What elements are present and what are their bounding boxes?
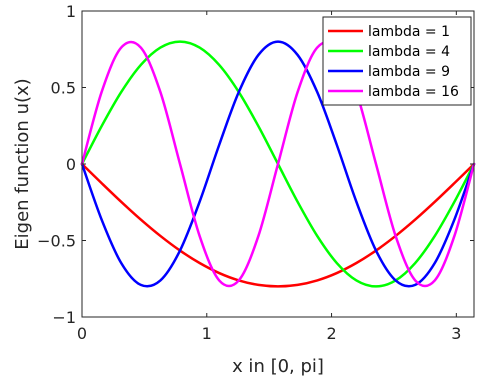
x-tick-label: 1 bbox=[202, 324, 212, 343]
series-line-4 bbox=[80, 40, 476, 288]
legend-label-2: lambda = 4 bbox=[368, 44, 450, 60]
series-layer bbox=[80, 40, 476, 288]
tick-layer: 0 1 2 3 −1 −0.5 0 0.5 1 bbox=[37, 2, 474, 343]
y-tick-label: 1 bbox=[66, 2, 76, 21]
y-tick-label: 0 bbox=[66, 155, 76, 174]
y-tick-label: −0.5 bbox=[37, 232, 76, 251]
legend-label-3: lambda = 9 bbox=[368, 64, 450, 80]
series-line-1 bbox=[80, 162, 476, 288]
y-axis-label: Eigen function u(x) bbox=[12, 78, 33, 249]
y-tick-label: 0.5 bbox=[51, 79, 76, 98]
x-tick-label: 3 bbox=[451, 324, 461, 343]
x-axis-label: x in [0, pi] bbox=[232, 356, 324, 377]
legend: lambda = 1 lambda = 4 lambda = 9 lambda = 1… bbox=[322, 16, 472, 106]
x-tick-label: 0 bbox=[77, 324, 87, 343]
y-tick-label: −1 bbox=[52, 308, 76, 327]
series-line-3 bbox=[80, 40, 476, 288]
x-tick-label: 2 bbox=[326, 324, 336, 343]
legend-label-1: lambda = 1 bbox=[368, 24, 450, 40]
legend-label-4: lambda = 16 bbox=[368, 84, 459, 100]
